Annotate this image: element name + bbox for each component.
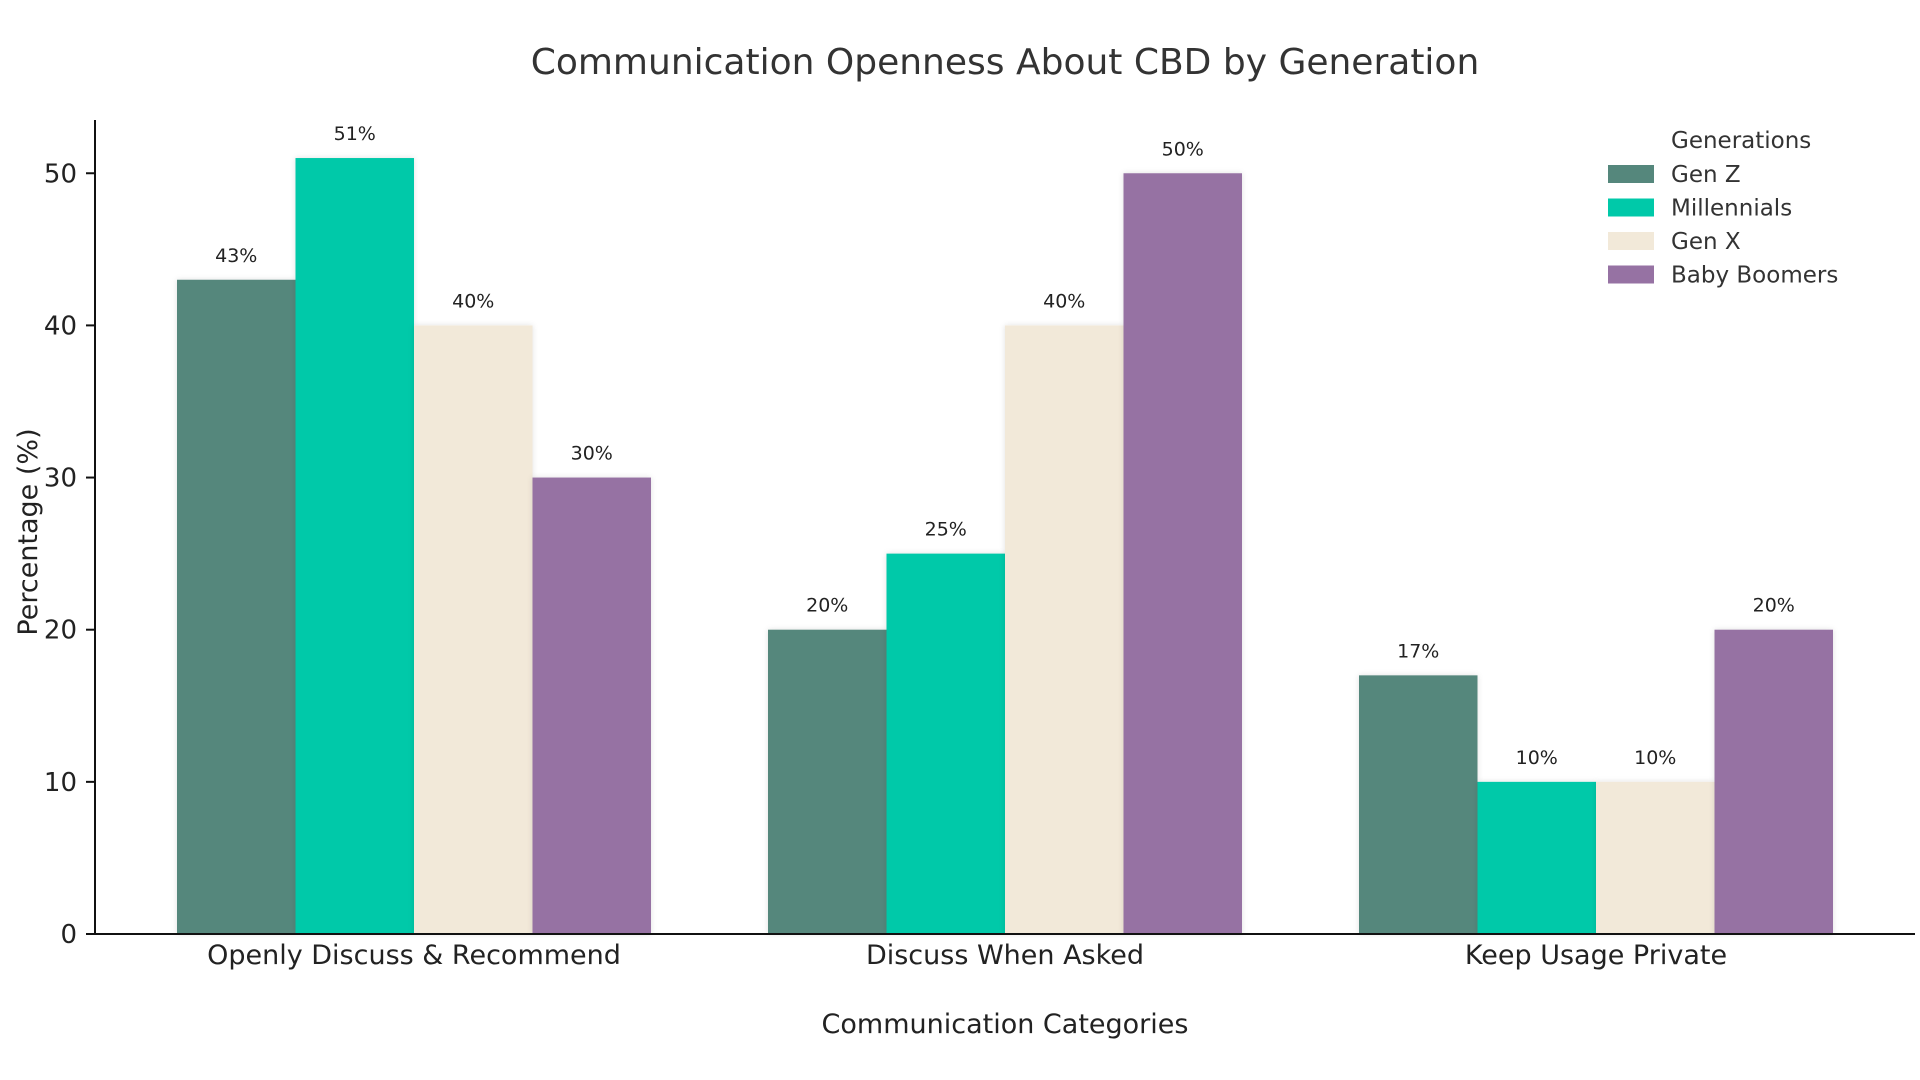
bar-gen-z-2: [768, 629, 887, 934]
legend-swatch-baby-boomers: [1608, 265, 1654, 284]
bar-gen-z-3: [1359, 675, 1478, 934]
x-tick-label: Keep Usage Private: [1465, 940, 1727, 971]
data-label: 40%: [1043, 290, 1085, 312]
legend-label: Millennials: [1671, 196, 1792, 222]
legend-title: Generations: [1671, 128, 1811, 154]
legend-swatch-gen-x: [1608, 232, 1654, 250]
bar-baby-boomers-3: [1714, 629, 1833, 934]
y-axis-title: Percentage (%): [13, 428, 44, 635]
legend-swatch-gen-z: [1608, 165, 1654, 183]
bar-baby-boomers-1: [532, 477, 651, 934]
bar-millennials-1: [295, 158, 414, 935]
y-tick-label: 10: [44, 768, 77, 798]
legend: Generations Gen Z Millennials Gen X Baby Bo…: [1608, 128, 1838, 289]
y-tick-label: 50: [44, 159, 77, 189]
x-tick-label: Openly Discuss & Recommend: [207, 940, 621, 971]
legend-label: Baby Boomers: [1671, 263, 1838, 289]
y-tick-label: 30: [44, 464, 77, 494]
legend-label: Gen X: [1671, 229, 1741, 255]
legend-swatch-millennials: [1608, 198, 1654, 217]
data-label: 30%: [571, 443, 613, 465]
legend-label: Gen Z: [1671, 162, 1741, 188]
data-label: 43%: [215, 245, 257, 267]
bar-baby-boomers-2: [1123, 173, 1242, 935]
plot-area: 43% 51% 40% 30% Openly Discuss & Recommend 20…: [44, 120, 1915, 971]
bar-gen-x-3: [1596, 781, 1715, 934]
y-tick-label: 20: [44, 616, 77, 646]
x-axis-title: Communication Categories: [822, 1009, 1189, 1040]
data-label: 20%: [1753, 595, 1795, 617]
x-tick-label: Discuss When Asked: [866, 940, 1144, 971]
y-tick-label: 40: [44, 311, 77, 341]
bar-millennials-3: [1477, 781, 1596, 934]
bar-gen-x-2: [1005, 325, 1124, 934]
data-label: 50%: [1162, 138, 1204, 160]
chart-title: Communication Openness About CBD by Gene…: [531, 42, 1480, 83]
data-label: 51%: [334, 123, 376, 145]
data-label: 17%: [1397, 640, 1439, 662]
bar-millennials-2: [886, 553, 1005, 934]
data-label: 20%: [806, 595, 848, 617]
data-label: 40%: [452, 290, 494, 312]
data-label: 10%: [1516, 747, 1558, 769]
data-label: 25%: [925, 519, 967, 541]
bar-gen-x-1: [414, 325, 533, 934]
y-tick-label: 0: [60, 920, 77, 950]
bar-gen-z-1: [177, 279, 296, 934]
data-label: 10%: [1634, 747, 1676, 769]
